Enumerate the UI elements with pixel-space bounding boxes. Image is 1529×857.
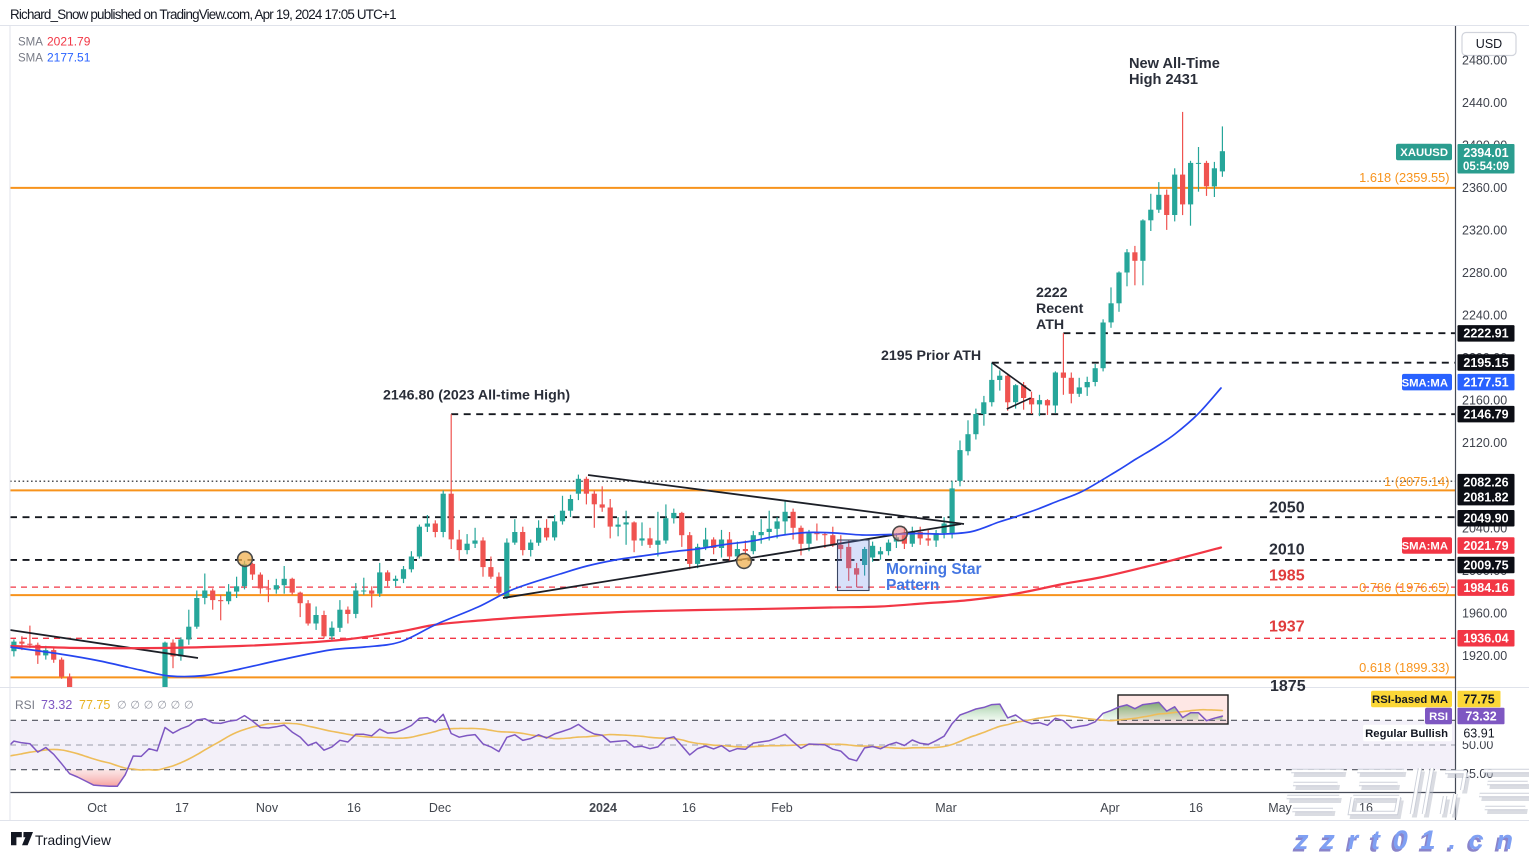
svg-text:Nov: Nov	[256, 801, 279, 815]
svg-text:0.618 (1899.33): 0.618 (1899.33)	[1359, 660, 1449, 675]
svg-text:Recent: Recent	[1036, 301, 1084, 317]
svg-text:2021.79: 2021.79	[1463, 539, 1508, 553]
svg-text:Oct: Oct	[87, 801, 107, 815]
svg-text:Pattern: Pattern	[886, 577, 939, 594]
svg-text:2195.15: 2195.15	[1463, 356, 1508, 370]
svg-text:2480.00: 2480.00	[1462, 53, 1507, 67]
svg-text:2240.00: 2240.00	[1462, 309, 1507, 323]
svg-text:2177.51: 2177.51	[1463, 376, 1508, 390]
svg-text:2394.01: 2394.01	[1463, 146, 1508, 160]
svg-text:1960.00: 1960.00	[1462, 606, 1507, 620]
svg-text:∅: ∅	[130, 700, 140, 712]
svg-text:∅: ∅	[117, 700, 127, 712]
svg-text:2021.79: 2021.79	[47, 35, 91, 49]
svg-text:50.00: 50.00	[1462, 738, 1493, 752]
svg-text:ATH: ATH	[1036, 317, 1064, 333]
svg-text:63.91: 63.91	[1463, 726, 1494, 740]
svg-text:High 2431: High 2431	[1129, 72, 1198, 88]
svg-text:∅: ∅	[184, 700, 194, 712]
svg-text:2146.80 (2023 All-time High): 2146.80 (2023 All-time High)	[383, 388, 570, 404]
svg-text:∅: ∅	[144, 700, 154, 712]
svg-text:1985: 1985	[1269, 568, 1305, 585]
svg-text:∅: ∅	[157, 700, 167, 712]
svg-text:SMA:MA: SMA:MA	[1402, 541, 1448, 553]
svg-text:05:54:09: 05:54:09	[1463, 161, 1509, 173]
svg-text:1.618 (2359.55): 1.618 (2359.55)	[1359, 170, 1449, 185]
svg-text:RSI: RSI	[1429, 711, 1448, 723]
svg-text:RSI: RSI	[15, 698, 35, 712]
svg-text:RSI-based MA: RSI-based MA	[1372, 694, 1448, 706]
svg-text:SMA: SMA	[18, 53, 43, 65]
svg-text:2049.90: 2049.90	[1463, 512, 1508, 526]
svg-text:May: May	[1268, 801, 1292, 815]
svg-text:∅: ∅	[171, 700, 181, 712]
svg-text:2146.79: 2146.79	[1463, 407, 1508, 421]
svg-text:Dec: Dec	[429, 801, 451, 815]
svg-text:USD: USD	[1476, 37, 1502, 51]
svg-text:1 (2075.14): 1 (2075.14)	[1384, 474, 1449, 489]
svg-text:2195 Prior ATH: 2195 Prior ATH	[881, 348, 981, 364]
svg-text:2280.00: 2280.00	[1462, 266, 1507, 280]
svg-text:Feb: Feb	[771, 801, 793, 815]
svg-text:2440.00: 2440.00	[1462, 96, 1507, 110]
svg-text:1936.04: 1936.04	[1463, 632, 1508, 646]
svg-text:Regular Bullish: Regular Bullish	[1365, 728, 1448, 740]
svg-text:Mar: Mar	[935, 801, 957, 815]
svg-text:0.786 (1976.65): 0.786 (1976.65)	[1359, 580, 1449, 595]
svg-text:Morning Star: Morning Star	[886, 561, 982, 578]
svg-text:1875: 1875	[1270, 678, 1306, 695]
svg-text:2177.51: 2177.51	[47, 51, 91, 65]
svg-text:TradingView: TradingView	[35, 833, 111, 848]
svg-text:77.75: 77.75	[79, 698, 110, 712]
svg-text:2050: 2050	[1269, 500, 1305, 517]
svg-text:2360.00: 2360.00	[1462, 181, 1507, 195]
svg-text:16: 16	[682, 801, 696, 815]
svg-text:73.32: 73.32	[1465, 709, 1496, 723]
svg-text:2009.75: 2009.75	[1463, 558, 1508, 572]
svg-text:XAUUSD: XAUUSD	[1400, 147, 1448, 159]
svg-text:2120.00: 2120.00	[1462, 436, 1507, 450]
svg-text:16: 16	[347, 801, 361, 815]
svg-text:77.75: 77.75	[1463, 692, 1494, 706]
svg-text:73.32: 73.32	[41, 698, 72, 712]
svg-text:Richard_Snow published on Trad: Richard_Snow published on TradingView.co…	[10, 7, 396, 22]
svg-text:2222.91: 2222.91	[1463, 327, 1508, 341]
svg-text:1920.00: 1920.00	[1462, 649, 1507, 663]
svg-text:2010: 2010	[1269, 542, 1305, 559]
svg-text:2081.82: 2081.82	[1463, 491, 1508, 505]
svg-text:16: 16	[1189, 801, 1203, 815]
svg-text:2082.26: 2082.26	[1463, 476, 1508, 490]
svg-text:17: 17	[175, 801, 189, 815]
svg-text:Apr: Apr	[1100, 801, 1119, 815]
svg-text:New All-Time: New All-Time	[1129, 56, 1220, 72]
svg-text:1937: 1937	[1269, 619, 1305, 636]
svg-text:2320.00: 2320.00	[1462, 223, 1507, 237]
svg-text:2160.00: 2160.00	[1462, 394, 1507, 408]
svg-text:SMA:MA: SMA:MA	[1402, 377, 1448, 389]
svg-text:2222: 2222	[1036, 285, 1068, 301]
svg-text:SMA: SMA	[18, 37, 43, 49]
svg-text:2024: 2024	[589, 801, 617, 815]
svg-text:1984.16: 1984.16	[1463, 581, 1508, 595]
